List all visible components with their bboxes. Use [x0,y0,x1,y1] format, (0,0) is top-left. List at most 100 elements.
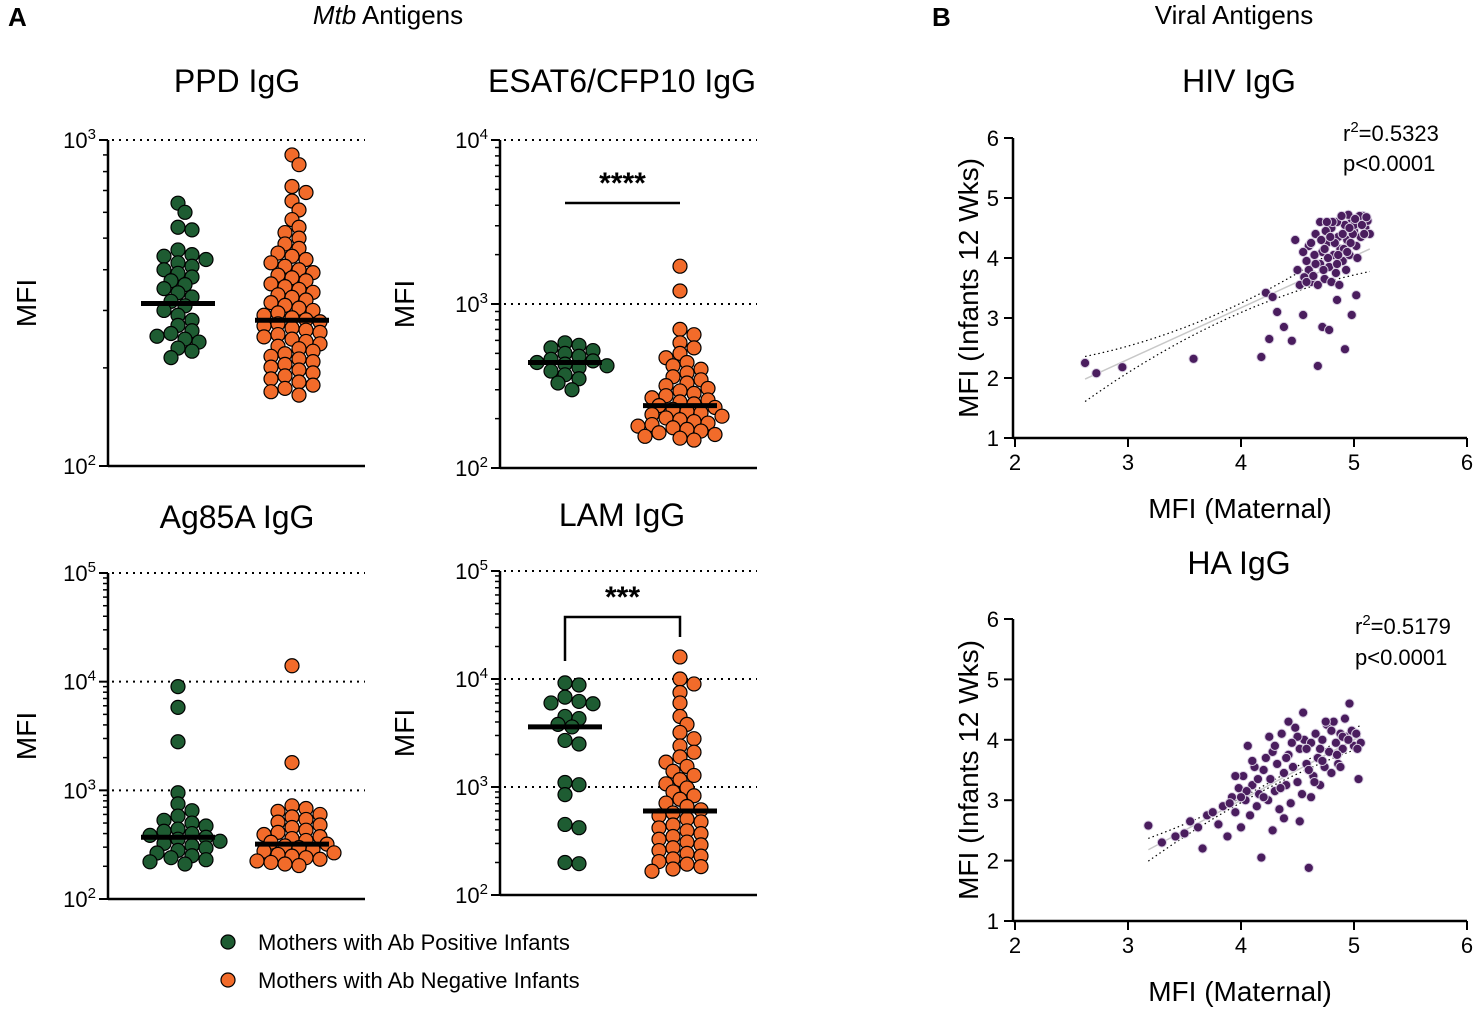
y-tick-label: 3 [987,788,999,813]
data-point [1317,755,1328,767]
data-point [1267,291,1278,303]
y-tick-label: 103 [63,126,96,153]
data-point [585,696,601,712]
chart-esat6-cfp10-igg: ESAT6/CFP10 IgG MFI 102 103 104 **** [389,63,757,481]
data-point [1336,210,1347,222]
data-point [1305,237,1317,249]
y-axis-label: MFI [389,280,420,328]
data-point [1244,810,1256,821]
chart-title: ESAT6/CFP10 IgG [488,63,756,99]
y-tick-label: 103 [63,776,96,803]
section-title-mtb: Mtb Antigens [313,0,463,30]
p-value: p<0.0001 [1355,645,1447,670]
data-point [1310,728,1321,739]
data-point [1286,737,1297,748]
significance-label: **** [599,167,646,200]
data-point [1143,820,1154,831]
data-point [212,833,228,849]
data-point [163,325,179,342]
chart-title: HIV IgG [1182,63,1296,99]
data-point [672,671,688,687]
data-point [284,658,300,674]
data-point [672,258,688,274]
data-point [291,387,307,403]
data-point [163,850,179,866]
data-point [1188,353,1199,364]
legend: Mothers with Ab Positive Infants Mothers… [220,930,580,993]
data-point [571,777,587,793]
y-tick-label: 2 [987,849,999,874]
x-axis-label: MFI (Maternal) [1148,493,1332,524]
data-point [170,242,186,258]
chart-title: LAM IgG [559,497,685,533]
data-point [1339,713,1351,724]
y-tick-label: 5 [987,186,999,211]
data-point [571,736,587,752]
chart-title: PPD IgG [174,63,300,99]
chart-ag85a-igg: Ag85A IgG MFI 102 103 104 105 [11,499,365,912]
data-point [1320,716,1331,727]
y-tick-label: 103 [455,290,488,317]
data-point [571,693,587,710]
data-point [672,695,688,711]
data-point [1312,360,1323,372]
data-point [686,432,702,448]
data-point [1274,804,1285,815]
data-point [263,371,279,387]
data-point [256,329,272,345]
data-point [1333,249,1344,261]
data-point [1351,290,1362,301]
y-tick-label: 105 [63,559,96,586]
data-point [1242,740,1253,751]
data-point [1247,755,1258,767]
x-tick-label: 4 [1235,450,1247,475]
data-point [1179,828,1190,839]
data-point [1264,333,1275,345]
data-point [184,222,200,238]
data-point [326,845,342,861]
y-axis-label: MFI (Infants 12 Wks) [953,640,984,900]
data-point [1235,792,1247,803]
data-point [1258,764,1269,776]
data-point [284,754,300,771]
data-point [170,808,186,824]
data-point [1342,246,1353,258]
data-point [1331,258,1343,270]
data-point [1258,792,1269,803]
y-tick-label: 102 [63,885,96,912]
data-point [1305,792,1317,803]
y-tick-label: 105 [455,557,488,584]
data-point [557,816,573,833]
data-point [1309,776,1320,788]
data-point [1317,734,1328,745]
data-point [1315,743,1326,754]
data-point [1276,728,1287,739]
y-tick-label: 102 [455,454,488,481]
data-point [1185,816,1196,827]
data-point [184,343,200,359]
data-point [557,787,573,803]
data-point [1346,309,1357,321]
data-point [543,695,559,711]
r-squared-value: =0.5179 [1371,614,1451,639]
data-point [1264,731,1275,742]
data-point [686,744,702,760]
y-tick-label: 104 [455,665,488,692]
chart-ha-igg: HA IgG MFI (Maternal) MFI (Infants 12 Wks)… [953,545,1473,1007]
data-point [686,676,702,692]
y-tick-label: 6 [987,126,999,151]
data-point [644,863,660,879]
x-tick-label: 2 [1009,933,1021,958]
data-point [149,328,165,344]
data-point [170,734,186,750]
data-point [1353,773,1364,785]
data-point [1296,789,1308,800]
data-point [170,219,186,235]
data-point [1091,368,1102,379]
data-point [1331,749,1343,761]
panel-label-b: B [932,2,951,32]
legend-swatch-negative [220,972,236,988]
data-point [1256,351,1267,363]
data-point [686,340,702,356]
